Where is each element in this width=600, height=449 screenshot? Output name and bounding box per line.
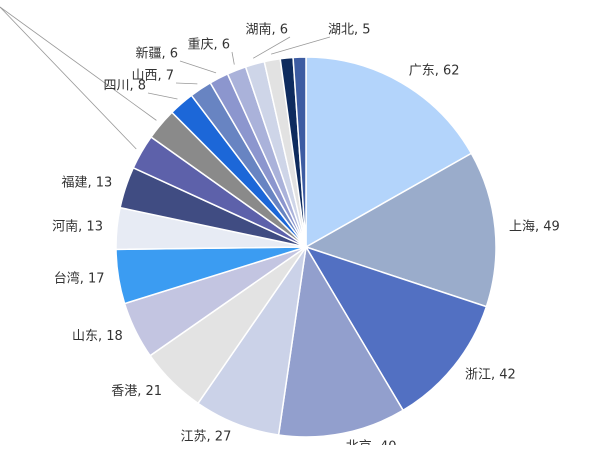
data-label: 新疆, 6 xyxy=(135,46,178,62)
data-label: 北京, 40 xyxy=(346,440,397,445)
data-label: 福建, 13 xyxy=(61,175,112,190)
pie-slice xyxy=(305,56,473,249)
data-label: 山东, 18 xyxy=(72,329,123,344)
data-label: 香港, 21 xyxy=(111,384,162,399)
leader-line xyxy=(271,36,331,55)
data-label: 湖北, 5 xyxy=(328,23,371,38)
leader-line xyxy=(179,60,217,74)
leader-line xyxy=(253,36,291,59)
leader-line xyxy=(147,92,178,100)
data-label: 重庆, 6 xyxy=(187,37,230,53)
leader-line xyxy=(175,82,198,85)
leader-line xyxy=(231,51,235,65)
pie-slice xyxy=(304,245,488,412)
data-label: 四川, 8 xyxy=(103,79,146,94)
pie-slice xyxy=(304,152,497,308)
data-label: 台湾, 17 xyxy=(54,270,105,286)
data-label: 江苏, 27 xyxy=(181,428,232,444)
data-label: 湖南, 6 xyxy=(245,22,288,38)
data-label: 浙江, 42 xyxy=(465,367,516,382)
data-label: 广东, 62 xyxy=(409,63,460,78)
pie-slice xyxy=(292,56,307,248)
pie-slice xyxy=(277,244,405,438)
data-label: 河南, 13 xyxy=(52,219,103,235)
leader-line xyxy=(0,6,137,150)
data-label: 山西, 7 xyxy=(131,69,174,84)
data-label: 上海, 49 xyxy=(509,220,560,235)
leader-line xyxy=(0,6,157,121)
